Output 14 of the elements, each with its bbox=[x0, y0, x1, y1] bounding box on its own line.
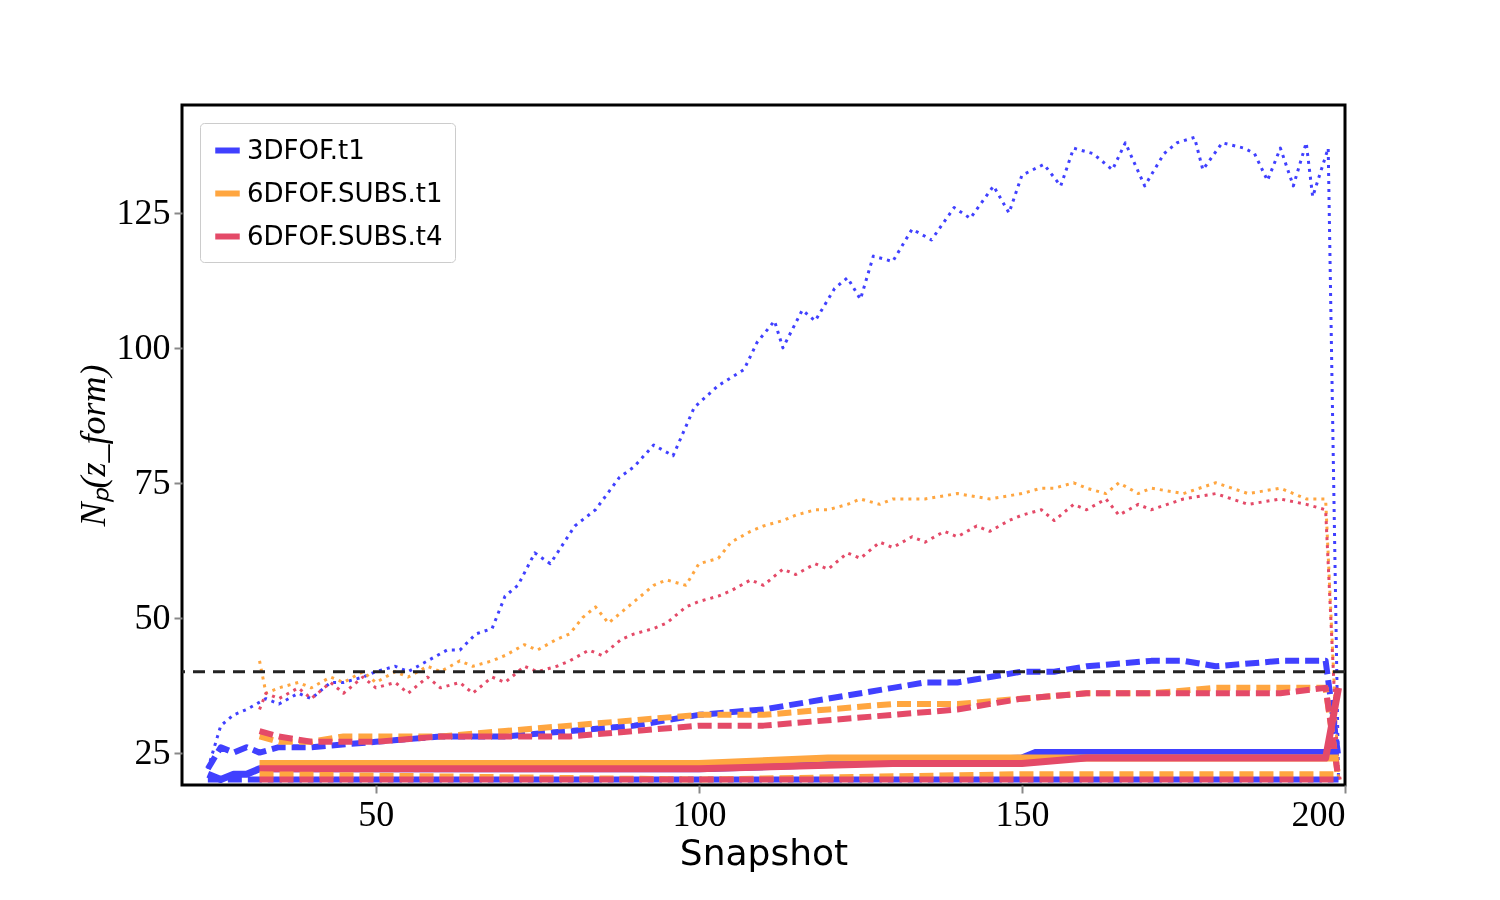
x-tick-label: 200 bbox=[1291, 793, 1346, 834]
legend-label: 3DFOF.t1 bbox=[247, 134, 365, 165]
x-tick-label: 150 bbox=[995, 793, 1050, 834]
x-tick-label: 50 bbox=[358, 793, 395, 834]
y-tick-label: 125 bbox=[116, 192, 171, 233]
x-tick-label: 100 bbox=[672, 793, 727, 834]
y-tick-label: 75 bbox=[134, 462, 171, 503]
legend-label: 6DFOF.SUBS.t4 bbox=[247, 220, 443, 251]
x-axis-title: Snapshot bbox=[679, 831, 849, 873]
y-tick-label: 50 bbox=[134, 597, 171, 638]
y-tick-label: 25 bbox=[134, 732, 171, 773]
y-tick-label: 100 bbox=[116, 327, 171, 368]
y-axis-title: Nₚ(z_form) bbox=[72, 364, 114, 528]
legend-label: 6DFOF.SUBS.t1 bbox=[247, 177, 443, 208]
